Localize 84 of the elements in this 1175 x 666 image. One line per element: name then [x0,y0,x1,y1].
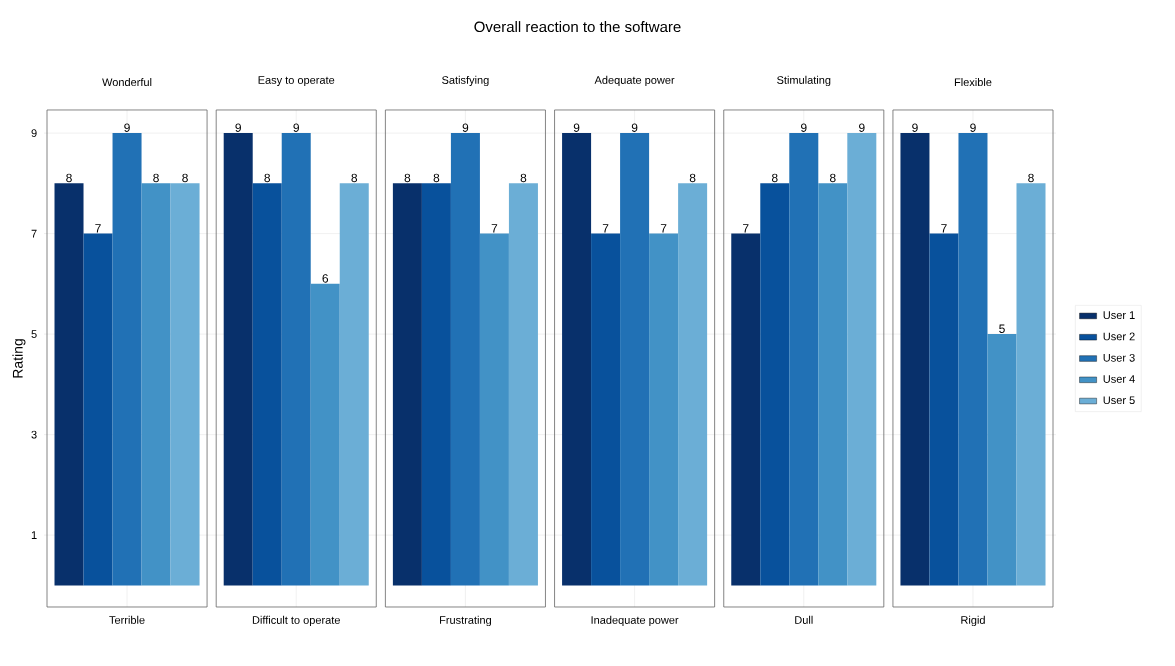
data-label: 9 [124,123,130,132]
legend-label: User 2 [1103,332,1135,341]
y-axis-title: Rating [12,339,26,378]
data-label: 8 [520,173,527,183]
data-label: 9 [462,123,469,132]
data-label: 9 [573,123,580,132]
data-label: 8 [182,173,188,183]
legend-label: User 1 [1103,311,1135,320]
data-label: 7 [491,224,498,233]
data-label: 6 [322,274,329,283]
bar [421,183,451,586]
bar [731,233,761,586]
bar [818,183,848,586]
legend-label: User 4 [1103,375,1135,383]
bar [847,133,877,586]
y-tick-label: 3 [31,430,37,439]
data-label: 8 [153,173,159,183]
x-tick-label: Difficult to operate [252,615,340,627]
legend-label: User 3 [1103,353,1135,362]
bar [83,233,113,586]
bar [649,233,679,586]
bar [170,183,200,586]
text: Wonderful [102,78,152,87]
bar [508,183,538,586]
data-label: 7 [660,224,667,233]
data-label: 9 [631,123,638,132]
bar [562,133,592,586]
bar [789,133,819,586]
x-tick-label: Rigid [961,615,985,627]
data-label: 7 [602,224,609,233]
data-label: 7 [743,224,749,233]
bar [223,133,253,586]
chart-title: Overall reaction to the software [474,21,681,33]
data-label: 8 [66,173,72,183]
bar [929,233,959,586]
bar [958,133,988,586]
bar [339,183,369,586]
data-label: 8 [264,173,271,183]
text: Stimulating [777,75,831,87]
bar [760,183,790,586]
data-label: 9 [970,123,976,132]
bar [450,133,480,586]
text: Adequate power [594,75,675,87]
data-label: 7 [941,224,947,233]
data-label: 8 [351,173,358,183]
data-label: 8 [689,173,696,183]
bar [281,133,311,586]
bar [678,183,708,586]
text: Satisfying [442,75,489,87]
bar [392,183,422,586]
legend-label: User 5 [1103,396,1135,405]
y-tick-label: 7 [31,229,37,238]
bar [987,334,1017,586]
bar [900,133,930,586]
data-label: 7 [95,224,101,233]
x-tick-label: Terrible [109,615,145,624]
text: Flexible [954,78,992,87]
data-label: 8 [404,173,411,183]
data-label: 9 [235,123,241,132]
bar [252,183,282,586]
data-label: 5 [999,324,1005,333]
data-label: 9 [293,123,299,132]
x-tick-label: Frustrating [440,615,491,627]
data-label: 9 [801,123,807,132]
bar [1016,183,1046,586]
bar [479,233,509,586]
data-label: 8 [433,173,440,183]
data-label: 9 [912,123,918,132]
text: Easy to operate [258,76,335,87]
bar [54,183,84,586]
data-label: 9 [859,123,865,132]
bar [591,233,621,586]
bar [141,183,171,586]
data-label: 8 [771,173,778,183]
bar [112,133,142,586]
y-tick-label: 1 [31,531,37,539]
bar [620,133,650,586]
x-tick-label: Dull [795,615,813,624]
data-label: 8 [1028,173,1034,183]
data-label: 8 [829,173,836,183]
y-tick-label: 5 [31,330,37,338]
x-tick-label: Inadequate power [591,615,679,627]
y-tick-label: 9 [31,129,37,137]
bar [310,283,340,586]
